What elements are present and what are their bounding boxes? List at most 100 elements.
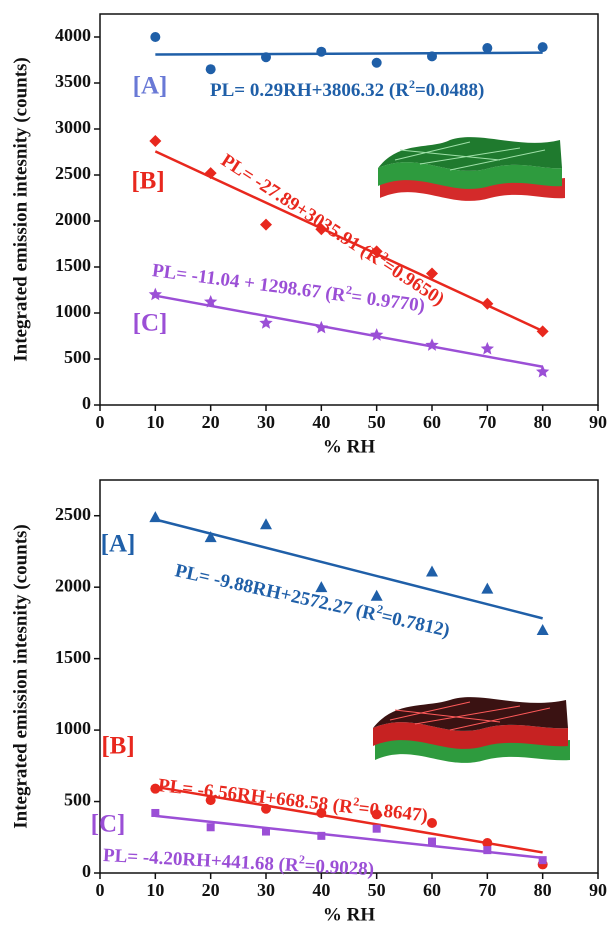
- data-point: [206, 823, 215, 832]
- data-point: [149, 134, 162, 147]
- equation-part: =0.0488): [415, 80, 484, 101]
- y-axis-title: Integrated emission intesnity (counts): [10, 524, 31, 829]
- x-tick-label: 20: [202, 880, 220, 900]
- x-tick-label: 50: [368, 412, 386, 432]
- data-point: [425, 338, 439, 351]
- x-tick-label: 60: [423, 412, 441, 432]
- equation-part: 2: [353, 794, 361, 809]
- y-tick-label: 1000: [55, 301, 91, 321]
- film-illustration-top: [378, 137, 565, 201]
- series-label: [C]: [91, 811, 126, 838]
- x-tick-label: 30: [257, 880, 275, 900]
- data-point: [317, 831, 326, 840]
- data-point: [259, 316, 273, 329]
- x-tick-label: 20: [202, 412, 220, 432]
- data-point: [370, 245, 383, 258]
- x-tick-label: 10: [146, 880, 164, 900]
- y-tick-label: 2000: [55, 209, 91, 229]
- fit-line: [155, 785, 543, 854]
- data-point: [316, 807, 327, 818]
- plot-frame: [99, 479, 599, 874]
- y-tick-label: 1000: [55, 718, 91, 738]
- y-tick-label: 2500: [55, 504, 91, 524]
- fit-line: [155, 294, 543, 369]
- data-point: [482, 837, 493, 848]
- data-point: [481, 297, 494, 310]
- x-tick-label: 50: [368, 880, 386, 900]
- y-tick-label: 3000: [55, 117, 91, 137]
- fit-line: [155, 814, 543, 860]
- data-point: [260, 218, 272, 231]
- data-point: [315, 223, 328, 236]
- data-point: [371, 57, 382, 68]
- data-point: [481, 582, 494, 594]
- y-tick-label: 2000: [55, 575, 91, 595]
- data-point: [536, 325, 549, 338]
- plot-frame: [99, 13, 599, 406]
- fit-line: [155, 51, 543, 56]
- data-point: [261, 52, 271, 63]
- fit-line: [155, 518, 543, 620]
- data-point: [150, 32, 161, 42]
- y-tick-label: 0: [82, 393, 91, 413]
- data-point: [151, 808, 160, 817]
- x-tick-label: 0: [96, 412, 105, 432]
- fit-equation: PL= 0.29RH+3806.32 (R2=0.0488): [210, 77, 484, 102]
- data-point: [372, 824, 381, 833]
- data-point: [370, 328, 384, 341]
- x-tick-label: 60: [423, 880, 441, 900]
- x-tick-label: 0: [96, 880, 105, 900]
- y-tick-label: 4000: [55, 25, 91, 45]
- x-tick-label: 10: [146, 412, 164, 432]
- y-tick-label: 500: [64, 347, 91, 367]
- data-point: [204, 167, 217, 180]
- fit-line: [154, 150, 544, 333]
- y-tick-label: 1500: [55, 647, 91, 667]
- data-point: [538, 856, 547, 865]
- data-point: [426, 267, 438, 280]
- data-point: [536, 624, 549, 636]
- data-point: [482, 43, 493, 54]
- equation-part: 2: [376, 602, 385, 617]
- data-point: [205, 64, 216, 75]
- x-axis-title: % RH: [323, 436, 375, 457]
- data-point: [370, 589, 383, 601]
- y-tick-label: 500: [64, 790, 91, 810]
- data-point: [316, 46, 327, 57]
- data-point: [427, 817, 437, 828]
- data-point: [427, 51, 437, 62]
- x-tick-label: 90: [589, 412, 607, 432]
- data-point: [315, 581, 328, 593]
- y-axis-title: Integrated emission intesnity (counts): [10, 57, 31, 362]
- x-tick-label: 40: [312, 412, 330, 432]
- x-tick-label: 70: [478, 880, 496, 900]
- data-point: [371, 809, 382, 820]
- x-tick-label: 80: [534, 412, 552, 432]
- x-axis-title: % RH: [323, 904, 375, 925]
- series-label: [A]: [133, 73, 168, 100]
- x-tick-label: 80: [534, 880, 552, 900]
- x-tick-label: 90: [589, 880, 607, 900]
- x-tick-label: 70: [478, 412, 496, 432]
- data-point: [480, 341, 494, 355]
- y-tick-label: 2500: [55, 163, 91, 183]
- y-tick-label: 1500: [55, 255, 91, 275]
- data-point: [149, 511, 162, 523]
- equation-part: =0.9028): [304, 856, 374, 881]
- y-tick-label: 0: [82, 861, 91, 881]
- data-point: [426, 565, 438, 577]
- data-point: [205, 795, 216, 806]
- data-point: [537, 42, 548, 53]
- data-point: [148, 287, 162, 301]
- film-illustration-bottom: [373, 697, 570, 763]
- data-point: [261, 803, 271, 814]
- data-point: [314, 320, 328, 334]
- x-tick-label: 40: [312, 880, 330, 900]
- data-point: [204, 295, 218, 308]
- data-point: [150, 783, 161, 794]
- data-point: [536, 364, 550, 378]
- equation-part: 2: [345, 282, 353, 297]
- data-point: [428, 837, 436, 846]
- series-label: [B]: [131, 168, 164, 195]
